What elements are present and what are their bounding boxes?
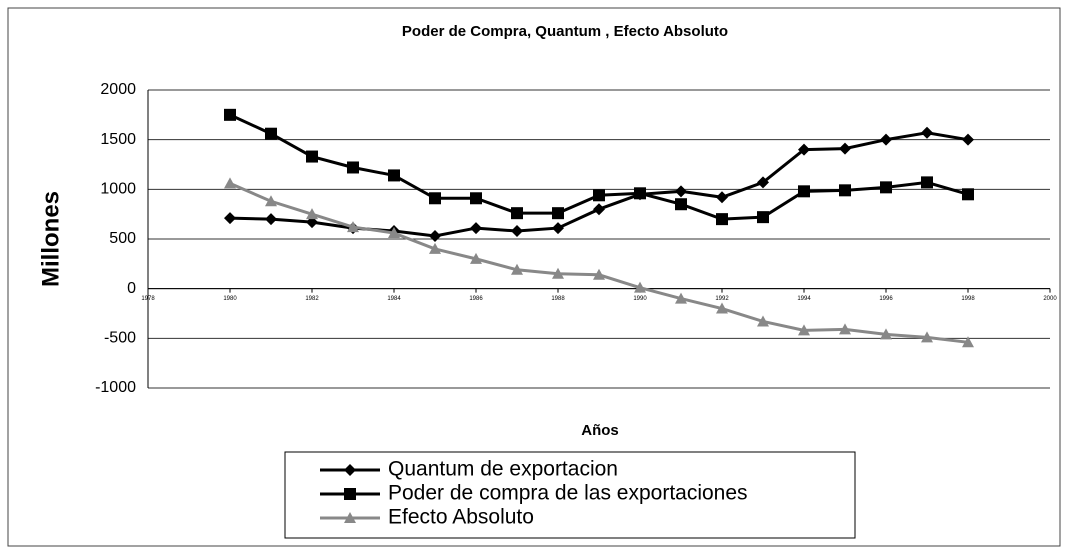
marker (511, 207, 523, 220)
marker (224, 212, 236, 225)
y-tick-label: 500 (109, 230, 136, 247)
y-tick-label: -1000 (95, 379, 136, 396)
marker (962, 336, 974, 348)
y-tick-label: 2000 (100, 81, 136, 98)
x-tick-label: 2000 (1043, 296, 1057, 302)
y-tick-label: 0 (127, 280, 136, 297)
marker (552, 207, 564, 220)
x-tick-label: 1988 (551, 296, 565, 302)
marker (716, 302, 728, 314)
marker (593, 189, 605, 202)
marker (429, 242, 441, 254)
x-tick-label: 1992 (715, 296, 729, 302)
marker (344, 488, 356, 500)
x-tick-label: 1980 (223, 296, 237, 302)
marker (429, 192, 441, 205)
x-tick-label: 1986 (469, 296, 483, 302)
marker (880, 133, 892, 146)
y-tick-label: 1000 (100, 181, 136, 198)
marker (552, 267, 564, 279)
chart-title: Poder de Compra, Quantum , Efecto Absolu… (402, 23, 728, 40)
marker (265, 213, 277, 226)
marker (798, 324, 810, 336)
marker (511, 225, 523, 238)
marker (347, 221, 359, 233)
marker (757, 176, 769, 189)
marker (347, 161, 359, 174)
marker (306, 208, 318, 220)
x-tick-label: 1994 (797, 296, 811, 302)
marker (344, 464, 356, 476)
y-axis-label: Millones (37, 191, 64, 287)
x-tick-label: 1982 (305, 296, 319, 302)
legend-label: Quantum de exportacion (388, 458, 618, 481)
marker (429, 230, 441, 243)
marker (839, 142, 851, 155)
marker (839, 323, 851, 335)
marker (470, 222, 482, 235)
marker (634, 281, 646, 293)
marker (839, 184, 851, 197)
marker (265, 127, 277, 140)
marker (675, 292, 687, 304)
x-tick-label: 1990 (633, 296, 647, 302)
x-tick-label: 1998 (961, 296, 975, 302)
marker (634, 187, 646, 200)
y-tick-label: 1500 (100, 131, 136, 148)
x-axis-label: Años (581, 422, 619, 439)
marker (962, 133, 974, 146)
marker (511, 263, 523, 275)
marker (716, 213, 728, 226)
marker (880, 181, 892, 194)
marker (306, 150, 318, 163)
marker (921, 176, 933, 189)
marker (224, 108, 236, 121)
marker (798, 143, 810, 156)
marker (716, 191, 728, 204)
marker (470, 192, 482, 205)
marker (757, 211, 769, 224)
marker (593, 203, 605, 216)
legend-label: Efecto Absoluto (388, 506, 534, 529)
y-tick-label: -500 (104, 330, 136, 347)
marker (921, 331, 933, 343)
marker (757, 315, 769, 327)
marker (675, 185, 687, 198)
marker (344, 512, 356, 523)
marker (470, 252, 482, 264)
marker (798, 185, 810, 198)
marker (552, 222, 564, 235)
x-tick-label: 1978 (141, 296, 155, 302)
marker (921, 126, 933, 139)
marker (265, 195, 277, 207)
marker (388, 227, 400, 239)
marker (675, 198, 687, 211)
marker (593, 268, 605, 280)
marker (962, 188, 974, 201)
x-tick-label: 1984 (387, 296, 401, 302)
x-tick-label: 1996 (879, 296, 893, 302)
legend-label: Poder de compra de las exportaciones (388, 482, 748, 505)
marker (388, 169, 400, 182)
marker (880, 328, 892, 340)
marker (224, 177, 236, 189)
